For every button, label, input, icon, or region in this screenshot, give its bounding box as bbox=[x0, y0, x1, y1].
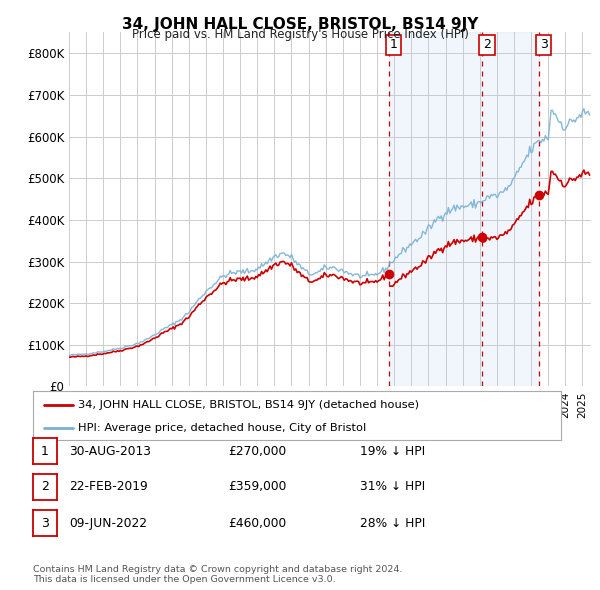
Text: 22-FEB-2019: 22-FEB-2019 bbox=[69, 480, 148, 493]
Text: 34, JOHN HALL CLOSE, BRISTOL, BS14 9JY (detached house): 34, JOHN HALL CLOSE, BRISTOL, BS14 9JY (… bbox=[78, 399, 419, 409]
Text: 31% ↓ HPI: 31% ↓ HPI bbox=[360, 480, 425, 493]
Text: 28% ↓ HPI: 28% ↓ HPI bbox=[360, 517, 425, 530]
Text: 1: 1 bbox=[41, 445, 49, 458]
Text: £460,000: £460,000 bbox=[228, 517, 286, 530]
Text: £359,000: £359,000 bbox=[228, 480, 286, 493]
Bar bbox=[389, 32, 539, 386]
Text: Contains HM Land Registry data © Crown copyright and database right 2024.
This d: Contains HM Land Registry data © Crown c… bbox=[33, 565, 403, 584]
Text: 2: 2 bbox=[483, 38, 491, 51]
Text: 3: 3 bbox=[41, 517, 49, 530]
Text: 2: 2 bbox=[41, 480, 49, 493]
Text: 1: 1 bbox=[390, 38, 398, 51]
Text: Price paid vs. HM Land Registry's House Price Index (HPI): Price paid vs. HM Land Registry's House … bbox=[131, 28, 469, 41]
Text: 3: 3 bbox=[540, 38, 548, 51]
Text: HPI: Average price, detached house, City of Bristol: HPI: Average price, detached house, City… bbox=[78, 423, 366, 433]
Text: 19% ↓ HPI: 19% ↓ HPI bbox=[360, 445, 425, 458]
Text: 09-JUN-2022: 09-JUN-2022 bbox=[69, 517, 147, 530]
Text: 30-AUG-2013: 30-AUG-2013 bbox=[69, 445, 151, 458]
Text: 34, JOHN HALL CLOSE, BRISTOL, BS14 9JY: 34, JOHN HALL CLOSE, BRISTOL, BS14 9JY bbox=[122, 17, 478, 31]
Text: £270,000: £270,000 bbox=[228, 445, 286, 458]
